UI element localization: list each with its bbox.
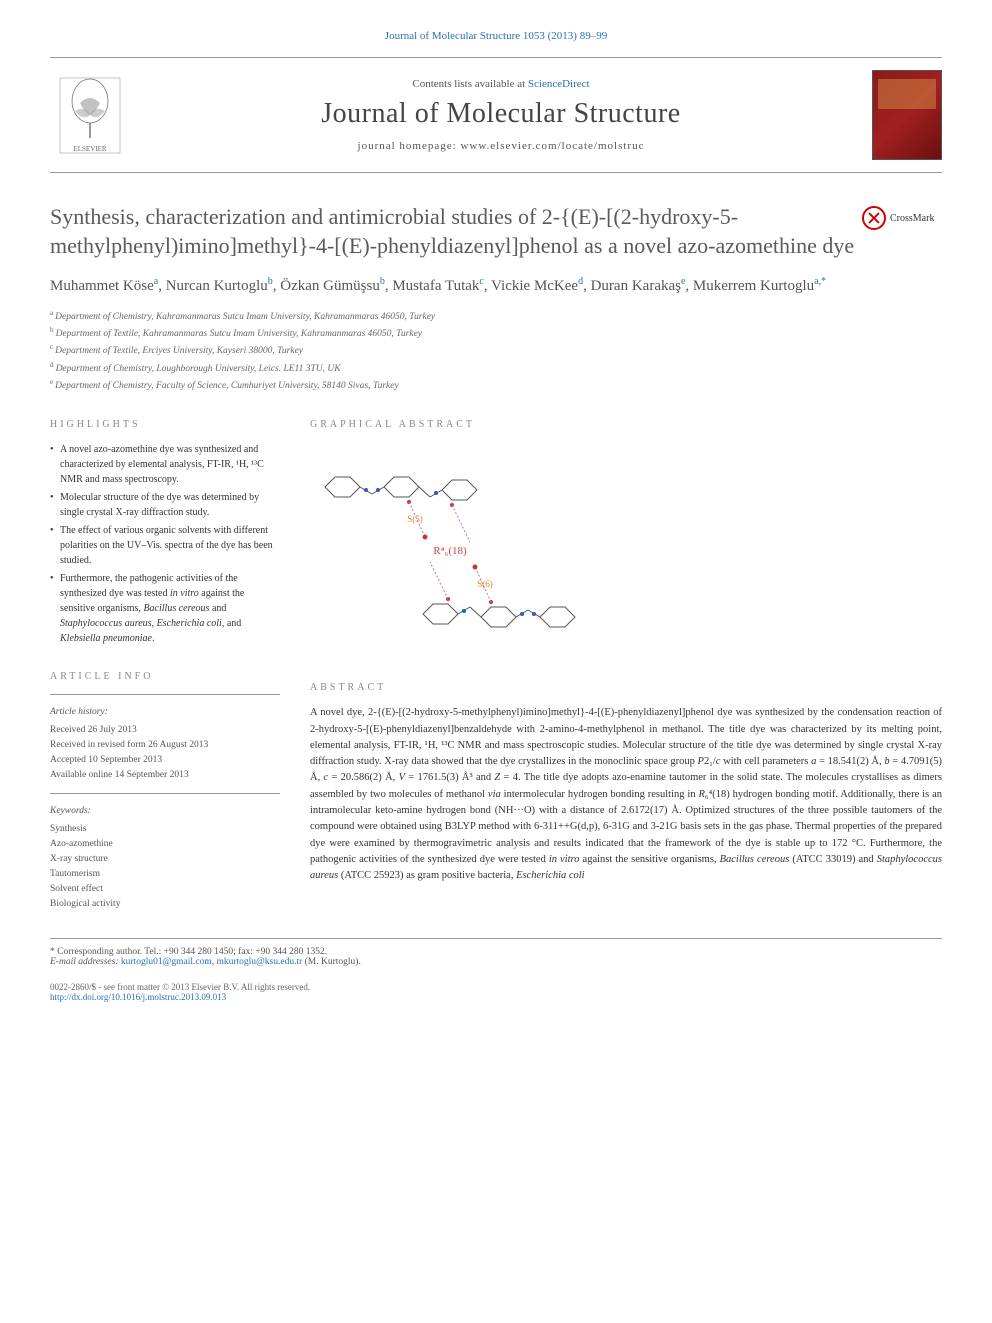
journal-header: ELSEVIER Contents lists available at Sci… [50,57,942,173]
elsevier-logo[interactable]: ELSEVIER [50,70,130,160]
journal-title: Journal of Molecular Structure [130,98,872,130]
author: Mustafa Tutakc [392,278,484,294]
highlights-list: A novel azo-azomethine dye was synthesiz… [50,442,280,646]
affiliation: eDepartment of Chemistry, Faculty of Sci… [50,377,942,394]
keyword: Solvent effect [50,882,280,897]
history-line: Received in revised form 26 August 2013 [50,738,280,753]
history-line: Accepted 10 September 2013 [50,753,280,768]
doi-link[interactable]: http://dx.doi.org/10.1016/j.molstruc.201… [50,992,226,1002]
abstract-heading: ABSTRACT [310,682,942,693]
svg-text:S(5): S(5) [407,514,423,524]
history-line: Available online 14 September 2013 [50,768,280,783]
author: Vickie McKeed [491,278,583,294]
keyword: Synthesis [50,822,280,837]
keywords-block: Keywords: SynthesisAzo-azomethineX-ray s… [50,804,280,912]
corresponding-author-note: * Corresponding author. Tel.: +90 344 28… [50,938,942,967]
svg-text:S(6): S(6) [477,579,493,589]
email-link-1[interactable]: kurtoglu01@gmail.com [121,957,212,967]
affiliation: bDepartment of Textile, Kahramanmaras Su… [50,325,942,342]
article-info-heading: ARTICLE INFO [50,671,280,682]
author: Özkan Gümüşsub [280,278,385,294]
keyword: Biological activity [50,897,280,912]
article-title: Synthesis, characterization and antimicr… [50,203,942,260]
author: Mukerrem Kurtoglua,* [693,278,826,294]
svg-text:ELSEVIER: ELSEVIER [73,145,106,153]
author: Muhammet Kösea [50,278,158,294]
author-list: Muhammet Kösea, Nurcan Kurtoglub, Özkan … [50,274,942,298]
author: Nurcan Kurtoglub [166,278,273,294]
highlight-item: The effect of various organic solvents w… [50,523,280,568]
history-line: Received 26 July 2013 [50,723,280,738]
article-history: Article history: Received 26 July 2013Re… [50,705,280,783]
highlights-heading: HIGHLIGHTS [50,419,280,430]
keyword: X-ray structure [50,852,280,867]
graphical-abstract-figure: R⁴₆(18) S(5) S(6) [310,442,590,642]
email-link-2[interactable]: mkurtoglu@ksu.edu.tr [216,957,302,967]
affiliation: dDepartment of Chemistry, Loughborough U… [50,360,942,377]
affiliations-list: aDepartment of Chemistry, Kahramanmaras … [50,308,942,395]
contents-available: Contents lists available at ScienceDirec… [130,78,872,90]
author: Duran Karakaşe [591,278,686,294]
highlight-item: Molecular structure of the dye was deter… [50,490,280,520]
ring-motif-label: R⁴₆(18) [433,545,467,557]
issue-citation[interactable]: Journal of Molecular Structure 1053 (201… [50,30,942,42]
highlight-item: Furthermore, the pathogenic activities o… [50,571,280,646]
journal-homepage: journal homepage: www.elsevier.com/locat… [130,140,872,152]
crossmark-badge[interactable]: CrossMark [862,203,942,233]
keyword: Azo-azomethine [50,837,280,852]
journal-cover-thumbnail[interactable] [872,70,942,160]
sciencedirect-link[interactable]: ScienceDirect [528,78,590,90]
crossmark-icon [862,206,886,230]
highlight-item: A novel azo-azomethine dye was synthesiz… [50,442,280,487]
abstract-text: A novel dye, 2-{(E)-[(2-hydroxy-5-methyl… [310,705,942,884]
copyright-block: 0022-2860/$ - see front matter © 2013 El… [50,982,942,1002]
affiliation: aDepartment of Chemistry, Kahramanmaras … [50,308,942,325]
affiliation: cDepartment of Textile, Erciyes Universi… [50,342,942,359]
keyword: Tautomerism [50,867,280,882]
graphical-abstract-heading: GRAPHICAL ABSTRACT [310,419,942,430]
